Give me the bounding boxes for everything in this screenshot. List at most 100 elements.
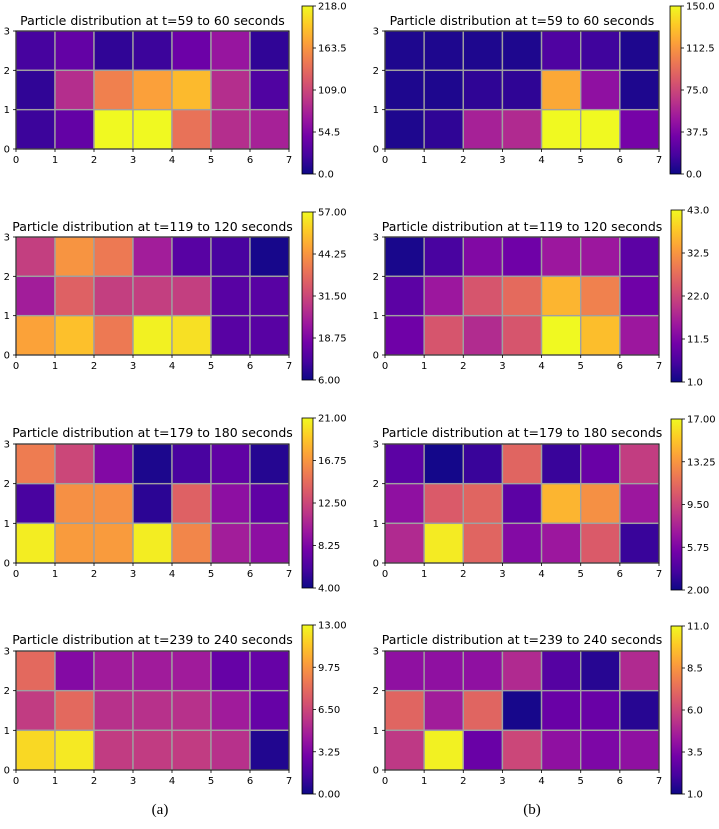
heatmap-cell: [171, 443, 212, 485]
heatmap-cell: [423, 522, 464, 564]
y-tick-label: 3: [4, 647, 10, 658]
x-tick-label: 1: [421, 776, 427, 787]
heatmap-cell: [423, 69, 464, 111]
heatmap-cell: [249, 236, 290, 278]
x-tick-label: 2: [91, 361, 97, 372]
y-tick-label: 1: [4, 519, 10, 530]
heatmap-cell: [171, 314, 212, 356]
x-tick-label: 1: [421, 569, 427, 580]
heatmap-cell: [423, 236, 464, 278]
y-tick-label: 2: [373, 66, 379, 77]
colorbar-tick-label: 3.25: [318, 747, 340, 758]
heatmap-cell: [132, 522, 173, 564]
x-tick-label: 3: [130, 155, 136, 166]
heatmap-cell: [501, 482, 543, 525]
chart-title: Particle distribution at t=59 to 60 seco…: [390, 13, 655, 28]
heatmap-cell: [15, 236, 56, 278]
heatmap-cell: [15, 689, 56, 732]
x-tick-label: 1: [421, 361, 427, 372]
heatmap-cell: [540, 108, 582, 150]
heatmap-cell: [249, 69, 290, 111]
axes-frame: [384, 443, 660, 564]
heatmap-panel-a: Particle distribution at t=59 to 60 seco…: [4, 2, 347, 181]
x-tick-label: 6: [617, 361, 623, 372]
caption-a: (a): [151, 802, 169, 818]
heatmap-cell: [171, 650, 212, 692]
x-tick-label: 4: [538, 155, 544, 166]
x-tick-label: 6: [247, 155, 253, 166]
x-tick-label: 5: [578, 569, 584, 580]
y-tick-label: 1: [373, 105, 379, 116]
x-tick-label: 1: [421, 155, 427, 166]
heatmap-cell: [501, 314, 543, 356]
heatmap-cell: [540, 30, 582, 72]
heatmap-cell: [501, 443, 543, 485]
heatmap-panel-b: Particle distribution at t=179 to 180 se…: [373, 415, 716, 597]
colorbar: [301, 624, 314, 795]
heatmap-cell: [501, 275, 543, 317]
y-tick-label: 0: [4, 145, 10, 156]
heatmap-cell: [580, 314, 621, 356]
heatmap-cell: [501, 108, 543, 150]
heatmap-cell: [171, 108, 212, 150]
heatmap-cell: [384, 482, 425, 525]
x-tick-label: 5: [578, 361, 584, 372]
y-tick-label: 1: [4, 726, 10, 737]
y-tick-label: 2: [373, 272, 379, 283]
x-tick-label: 4: [169, 776, 175, 787]
heatmap-cell: [93, 729, 134, 771]
x-tick-label: 2: [460, 155, 466, 166]
colorbar-tick-label: 218.0: [318, 2, 347, 13]
heatmap-cell: [619, 69, 660, 111]
heatmap-cell: [462, 30, 504, 72]
x-tick-label: 2: [460, 361, 466, 372]
heatmap-cell: [132, 729, 173, 771]
x-tick-label: 4: [538, 776, 544, 787]
heatmap-cell: [619, 689, 660, 732]
x-tick-label: 1: [52, 361, 58, 372]
heatmap-cell: [210, 729, 251, 771]
axes-frame: [15, 443, 290, 564]
heatmap-cell: [15, 69, 56, 111]
colorbar-tick-label: 3.5: [687, 748, 703, 759]
y-tick-label: 3: [373, 440, 379, 451]
colorbar-tick-label: 163.5: [318, 44, 347, 55]
axes-frame: [384, 30, 660, 150]
heatmap-cell: [132, 314, 173, 356]
heatmap-cell: [462, 443, 504, 485]
colorbar-tick-label: 16.75: [318, 456, 347, 467]
heatmap-cell: [15, 650, 56, 692]
heatmap-cell: [384, 650, 425, 692]
colorbar: [301, 5, 314, 175]
heatmap-cell: [249, 650, 290, 692]
heatmap-cell: [54, 650, 95, 692]
heatmap-cell: [619, 108, 660, 150]
heatmap-cell: [171, 275, 212, 317]
heatmap-cell: [540, 482, 582, 525]
heatmap-cell: [580, 108, 621, 150]
heatmap-cell: [462, 729, 504, 771]
y-tick-label: 3: [4, 27, 10, 38]
heatmap-cell: [501, 69, 543, 111]
heatmap-cell: [210, 689, 251, 732]
x-tick-label: 0: [382, 569, 388, 580]
x-tick-label: 5: [208, 155, 214, 166]
heatmap-cell: [132, 443, 173, 485]
heatmap-cell: [171, 69, 212, 111]
x-tick-label: 4: [538, 569, 544, 580]
heatmap-cell: [15, 108, 56, 150]
heatmap-cell: [249, 443, 290, 485]
heatmap-cell: [93, 314, 134, 356]
heatmap-cell: [462, 314, 504, 356]
heatmap-cell: [210, 30, 251, 72]
chart-title: Particle distribution at t=119 to 120 se…: [12, 219, 293, 234]
y-tick-label: 0: [373, 766, 379, 777]
heatmap-cell: [619, 729, 660, 771]
heatmap-cell: [249, 30, 290, 72]
heatmap-cell: [540, 522, 582, 564]
colorbar-tick-label: 9.50: [687, 500, 709, 511]
colorbar-tick-label: 13.25: [687, 457, 716, 468]
colorbar-tick-label: 4.00: [318, 584, 340, 595]
heatmap-cell: [540, 650, 582, 692]
y-tick-label: 2: [4, 479, 10, 490]
